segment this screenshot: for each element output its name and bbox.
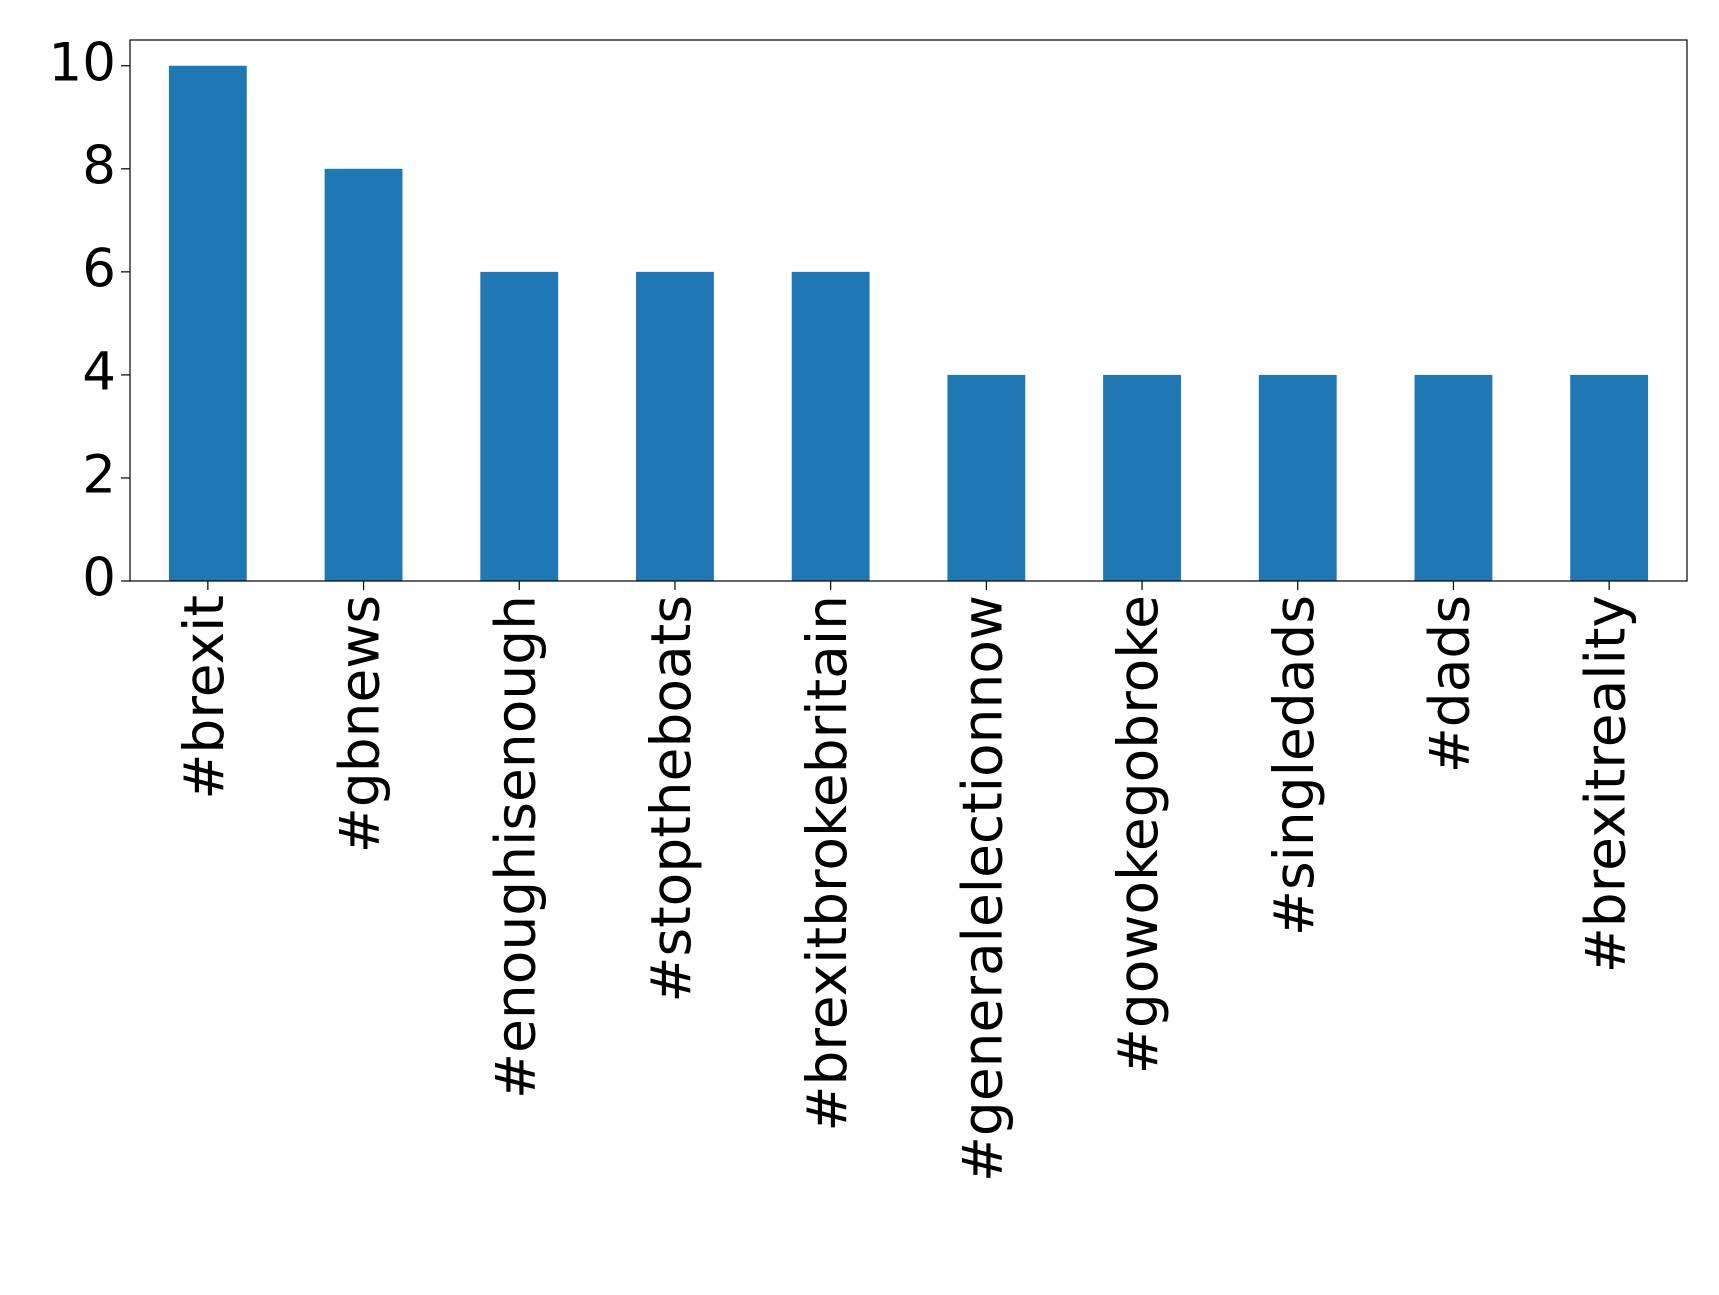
y-tick-label: 0 [82, 548, 116, 609]
y-tick-label: 8 [82, 135, 116, 196]
bar [791, 271, 870, 581]
x-tick-label: #singledads [1262, 595, 1326, 936]
x-tick-label: #brexit [172, 595, 236, 800]
bar [636, 271, 714, 581]
x-tick-label: #gowokegobroke [1106, 595, 1170, 1074]
y-tick-label: 6 [82, 238, 116, 299]
bar [168, 65, 247, 581]
plot-frame [129, 39, 1688, 582]
bar [480, 271, 559, 581]
x-tick-label: #generalelectionnow [950, 595, 1014, 1182]
x-tick-label: #brexitreality [1573, 595, 1637, 973]
x-tick-label: #gbnews [328, 595, 392, 853]
bar [947, 374, 1026, 581]
bar [1258, 374, 1337, 581]
x-tick-label: #dads [1418, 595, 1482, 773]
x-tick-label: #enoughisenough [483, 595, 547, 1099]
y-tick-label: 4 [82, 342, 116, 403]
bar [324, 168, 403, 582]
y-tick-label: 2 [82, 445, 116, 506]
x-tick-label: #brexitbrokebritain [795, 595, 859, 1132]
bar [1414, 374, 1493, 581]
x-tick-label: #stoptheboats [639, 595, 703, 1003]
y-tick-label: 10 [49, 32, 116, 93]
bar [1570, 374, 1649, 581]
bar [1103, 374, 1181, 581]
